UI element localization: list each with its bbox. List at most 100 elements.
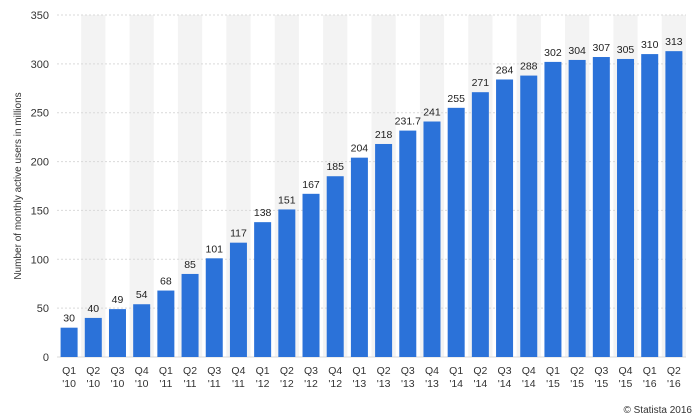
x-tick-label: '14 [522, 378, 536, 390]
data-label: 310 [641, 39, 659, 51]
x-tick-label: '11 [208, 378, 221, 390]
x-tick-label: '15 [546, 378, 560, 390]
bar [254, 222, 272, 357]
y-tick-label: 250 [31, 108, 49, 120]
bar [229, 242, 247, 357]
x-tick-label: '14 [474, 378, 488, 390]
bar [641, 54, 659, 357]
x-tick-label: Q1 [352, 365, 366, 377]
x-tick-label: Q1 [546, 365, 560, 377]
data-label: 40 [87, 303, 99, 315]
data-labels: 30 40 49 54 68 85 101 117 138 151 167 185 204 218231.… [63, 36, 683, 325]
data-label: 284 [496, 64, 514, 76]
x-tick-label: Q1 [449, 365, 463, 377]
bar [496, 79, 514, 358]
data-label: 255 [447, 93, 465, 105]
x-tick-label: Q4 [522, 365, 536, 377]
x-tick-label: Q3 [594, 365, 608, 377]
source-credit: © Statista 2016 [623, 405, 692, 416]
bar [447, 107, 465, 357]
x-tick-label: Q3 [304, 365, 318, 377]
y-tick-label: 50 [37, 303, 49, 315]
bar [617, 58, 635, 357]
x-tick-label: Q2 [377, 365, 391, 377]
data-label: 305 [617, 44, 635, 56]
bar [205, 258, 223, 357]
bar [181, 273, 199, 357]
data-label: 307 [593, 42, 611, 54]
x-tick-label: Q4 [328, 365, 342, 377]
column-band [81, 15, 106, 357]
x-tick-label: '10 [135, 378, 149, 390]
y-tick-label: 200 [31, 157, 49, 169]
y-tick-label: 100 [31, 254, 49, 266]
y-axis-label: Number of monthly active users in millio… [13, 92, 24, 279]
bar [108, 309, 126, 357]
data-label: 101 [205, 243, 223, 255]
x-tick-label: '13 [425, 378, 439, 390]
x-tick-label: '10 [111, 378, 125, 390]
x-tick-label: '10 [62, 378, 76, 390]
x-axis-labels: Q1'10Q2'10Q3'10Q4'10Q1'11Q2'11Q3'11Q4'11… [62, 365, 681, 390]
x-tick-label: Q3 [401, 365, 415, 377]
x-tick-label: Q4 [425, 365, 439, 377]
y-tick-label: 350 [31, 10, 49, 22]
x-tick-label: '12 [304, 378, 318, 390]
data-label: 231.7 [395, 116, 421, 128]
y-tick-label: 0 [43, 352, 49, 364]
bar [568, 59, 586, 357]
x-tick-label: Q2 [473, 365, 487, 377]
data-label: 151 [278, 194, 296, 206]
x-tick-label: Q1 [159, 365, 173, 377]
x-tick-label: '16 [643, 378, 657, 390]
x-tick-label: Q2 [667, 365, 681, 377]
bar [350, 157, 368, 357]
x-tick-label: Q2 [86, 365, 100, 377]
bar [157, 290, 175, 357]
data-label: 271 [472, 77, 490, 89]
data-label: 85 [184, 259, 196, 271]
data-label: 241 [423, 107, 441, 119]
x-tick-label: '13 [401, 378, 415, 390]
x-tick-label: '11 [159, 378, 172, 390]
x-tick-label: '12 [328, 378, 342, 390]
data-label: 138 [254, 207, 272, 219]
x-tick-label: Q2 [280, 365, 294, 377]
bar [520, 75, 538, 357]
x-tick-label: '12 [256, 378, 270, 390]
x-tick-label: Q2 [570, 365, 584, 377]
x-tick-label: Q3 [110, 365, 124, 377]
data-label: 167 [302, 179, 320, 191]
x-tick-label: '14 [449, 378, 463, 390]
bar [544, 61, 562, 357]
bar [84, 317, 102, 357]
x-tick-label: '15 [594, 378, 608, 390]
bar [471, 92, 489, 358]
bar [375, 143, 393, 357]
data-label: 218 [375, 129, 393, 141]
x-tick-label: Q3 [207, 365, 221, 377]
data-label: 68 [160, 276, 172, 288]
data-label: 30 [63, 313, 75, 325]
x-tick-label: '13 [353, 378, 367, 390]
bar [302, 193, 320, 357]
data-label: 304 [568, 45, 586, 57]
bar [423, 121, 441, 357]
x-tick-label: Q1 [256, 365, 270, 377]
bar [326, 176, 344, 357]
bars [60, 51, 683, 358]
x-tick-label: Q1 [62, 365, 76, 377]
x-tick-label: Q4 [231, 365, 245, 377]
data-label: 288 [520, 61, 538, 73]
data-label: 54 [136, 289, 148, 301]
data-label: 302 [544, 47, 562, 59]
y-tick-label: 150 [31, 205, 49, 217]
x-tick-label: '14 [498, 378, 512, 390]
y-axis-ticks: 0 50 100 150 200 250 300 350 [31, 10, 49, 364]
x-tick-label: '12 [280, 378, 294, 390]
bar [665, 51, 683, 357]
data-label: 185 [326, 161, 344, 173]
y-tick-label: 300 [31, 59, 49, 71]
column-band [129, 15, 154, 357]
